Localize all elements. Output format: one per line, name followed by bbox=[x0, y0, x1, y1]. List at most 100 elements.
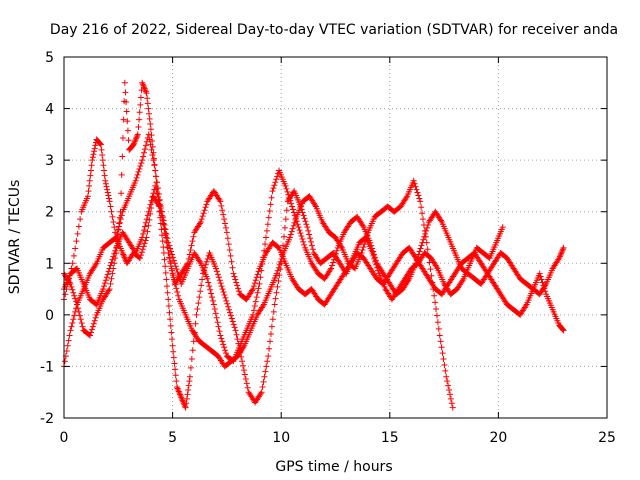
data-point bbox=[289, 203, 296, 210]
data-point bbox=[172, 372, 179, 379]
data-point bbox=[152, 167, 159, 174]
x-tick-label: 5 bbox=[168, 430, 177, 446]
y-tick-label: 5 bbox=[45, 50, 54, 66]
data-point bbox=[88, 326, 95, 333]
data-point bbox=[208, 290, 215, 297]
data-point bbox=[69, 319, 76, 326]
data-point bbox=[161, 221, 168, 228]
data-point bbox=[144, 95, 151, 102]
data-point bbox=[124, 118, 131, 125]
data-point bbox=[412, 183, 419, 190]
data-point bbox=[90, 151, 97, 158]
data-point bbox=[141, 227, 148, 234]
data-point bbox=[155, 197, 162, 204]
data-point bbox=[260, 378, 267, 385]
data-point bbox=[262, 368, 269, 375]
data-point bbox=[90, 320, 97, 327]
data-point bbox=[183, 400, 190, 407]
data-point bbox=[448, 400, 455, 407]
data-point bbox=[556, 255, 563, 262]
data-point bbox=[168, 248, 175, 255]
data-point bbox=[232, 276, 239, 283]
data-point bbox=[282, 182, 289, 189]
data-point bbox=[240, 344, 247, 351]
data-point bbox=[111, 260, 118, 267]
data-point bbox=[271, 301, 278, 308]
data-point bbox=[166, 309, 173, 316]
data-point bbox=[196, 258, 203, 265]
data-point bbox=[197, 288, 204, 295]
data-point bbox=[186, 373, 193, 380]
data-point bbox=[133, 134, 140, 141]
data-point bbox=[413, 257, 420, 264]
data-point bbox=[539, 279, 546, 286]
data-point bbox=[216, 277, 223, 284]
data-point bbox=[359, 222, 366, 229]
data-point bbox=[438, 344, 445, 351]
data-point bbox=[86, 182, 93, 189]
data-point bbox=[163, 276, 170, 283]
data-point bbox=[236, 288, 243, 295]
data-point bbox=[434, 319, 441, 326]
data-point bbox=[89, 323, 96, 330]
data-point bbox=[144, 100, 151, 107]
data-point bbox=[270, 308, 277, 315]
data-point bbox=[179, 397, 186, 404]
data-point bbox=[106, 198, 113, 205]
data-point bbox=[87, 332, 94, 339]
data-point bbox=[131, 138, 138, 145]
data-point bbox=[423, 227, 430, 234]
y-tick-label: 2 bbox=[45, 205, 54, 221]
data-point bbox=[175, 272, 182, 279]
data-point bbox=[217, 332, 224, 339]
y-tick-label: 1 bbox=[45, 256, 54, 272]
data-point bbox=[290, 222, 297, 229]
data-point bbox=[172, 263, 179, 270]
data-point bbox=[435, 325, 442, 332]
data-point bbox=[213, 268, 220, 275]
data-point bbox=[299, 235, 306, 242]
data-point bbox=[254, 289, 261, 296]
data-point bbox=[223, 297, 230, 304]
data-point bbox=[133, 174, 140, 181]
data-point bbox=[173, 384, 180, 391]
data-point bbox=[265, 214, 272, 221]
data-point bbox=[141, 223, 148, 230]
data-point bbox=[114, 230, 121, 237]
series-track-2 bbox=[61, 79, 506, 411]
data-point bbox=[96, 140, 103, 147]
data-point bbox=[333, 247, 340, 254]
data-point bbox=[107, 280, 114, 287]
data-point bbox=[142, 237, 149, 244]
data-point bbox=[225, 303, 232, 310]
data-point bbox=[327, 266, 334, 273]
data-point bbox=[137, 163, 144, 170]
data-point bbox=[193, 311, 200, 318]
data-point bbox=[433, 305, 440, 312]
data-point bbox=[263, 363, 270, 370]
data-point bbox=[167, 316, 174, 323]
data-point bbox=[368, 242, 375, 249]
data-point bbox=[72, 245, 79, 252]
data-point bbox=[186, 378, 193, 385]
data-point bbox=[173, 378, 180, 385]
data-point bbox=[138, 160, 145, 167]
data-point bbox=[187, 247, 194, 254]
data-point bbox=[106, 286, 113, 293]
data-point bbox=[330, 259, 337, 266]
data-point bbox=[136, 116, 143, 123]
data-point bbox=[136, 109, 143, 116]
data-point bbox=[427, 266, 434, 273]
data-point bbox=[371, 254, 378, 261]
data-point bbox=[164, 235, 171, 242]
data-point bbox=[251, 303, 258, 310]
data-point bbox=[229, 318, 236, 325]
data-point bbox=[110, 219, 117, 226]
data-point bbox=[146, 205, 153, 212]
data-point bbox=[71, 312, 78, 319]
data-point bbox=[146, 136, 153, 143]
data-point bbox=[194, 305, 201, 312]
data-point bbox=[131, 140, 138, 147]
data-point bbox=[86, 177, 93, 184]
